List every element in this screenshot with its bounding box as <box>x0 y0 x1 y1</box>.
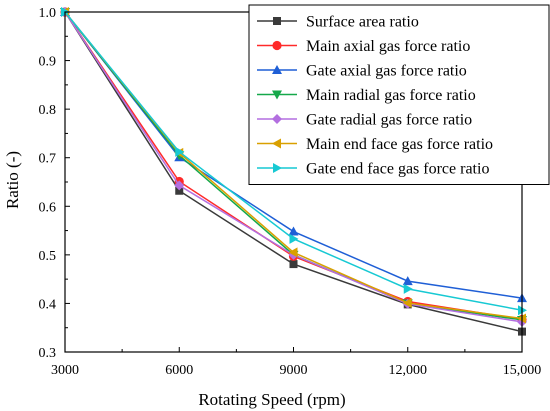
legend-label: Gate axial gas force ratio <box>306 63 467 80</box>
legend-item: Gate radial gas force ratio <box>257 112 472 129</box>
legend-label: Main radial gas force ratio <box>306 87 476 104</box>
data-point <box>289 233 299 244</box>
legend-label: Gate radial gas force ratio <box>306 112 472 129</box>
legend-item: Main radial gas force ratio <box>257 87 476 104</box>
y-tick-label: 0.5 <box>39 249 57 264</box>
data-point <box>288 247 298 258</box>
legend-marker <box>272 40 282 51</box>
y-tick-label: 0.4 <box>39 297 57 312</box>
legend-marker <box>273 163 282 173</box>
data-point <box>402 297 412 308</box>
legend-marker <box>272 90 282 100</box>
data-point <box>288 226 299 236</box>
legend-marker <box>273 17 281 25</box>
y-axis-title: Ratio (-) <box>3 151 22 209</box>
legend-marker <box>272 65 282 74</box>
data-point <box>175 146 185 157</box>
legend-marker <box>272 138 281 149</box>
plot-area <box>60 7 527 336</box>
x-tick-label: 6000 <box>165 363 193 378</box>
data-point <box>403 283 413 294</box>
data-point <box>289 260 298 269</box>
y-tick-label: 1.0 <box>39 6 57 21</box>
data-point <box>402 276 413 286</box>
legend-item: Main end face gas force ratio <box>257 136 493 153</box>
x-tick-label: 15,000 <box>503 363 542 378</box>
legend-box <box>248 4 550 185</box>
y-tick-label: 0.6 <box>39 200 57 215</box>
x-tick-label: 12,000 <box>389 363 428 378</box>
legend-label: Gate end face gas force ratio <box>306 161 489 178</box>
legend-label: Main axial gas force ratio <box>306 38 470 55</box>
legend-label: Surface area ratio <box>306 14 419 31</box>
legend-item: Gate axial gas force ratio <box>257 63 467 80</box>
data-point <box>174 180 185 191</box>
y-tick-label: 0.9 <box>39 55 57 70</box>
legend-marker <box>272 114 282 124</box>
legend-item: Main axial gas force ratio <box>257 38 470 55</box>
legend-item: Gate end face gas force ratio <box>257 161 489 178</box>
y-tick-label: 0.8 <box>39 103 57 118</box>
x-axis-title: Rotating Speed (rpm) <box>198 390 345 409</box>
x-tick-label: 9000 <box>280 363 308 378</box>
data-point <box>175 186 184 195</box>
x-tick-label: 3000 <box>51 363 79 378</box>
y-tick-label: 0.3 <box>39 346 57 361</box>
y-tick-label: 0.7 <box>39 152 57 167</box>
legend-label: Main end face gas force ratio <box>306 136 493 153</box>
legend-item: Surface area ratio <box>257 14 419 31</box>
legend: Surface area ratio Main axial gas force r… <box>248 4 550 185</box>
